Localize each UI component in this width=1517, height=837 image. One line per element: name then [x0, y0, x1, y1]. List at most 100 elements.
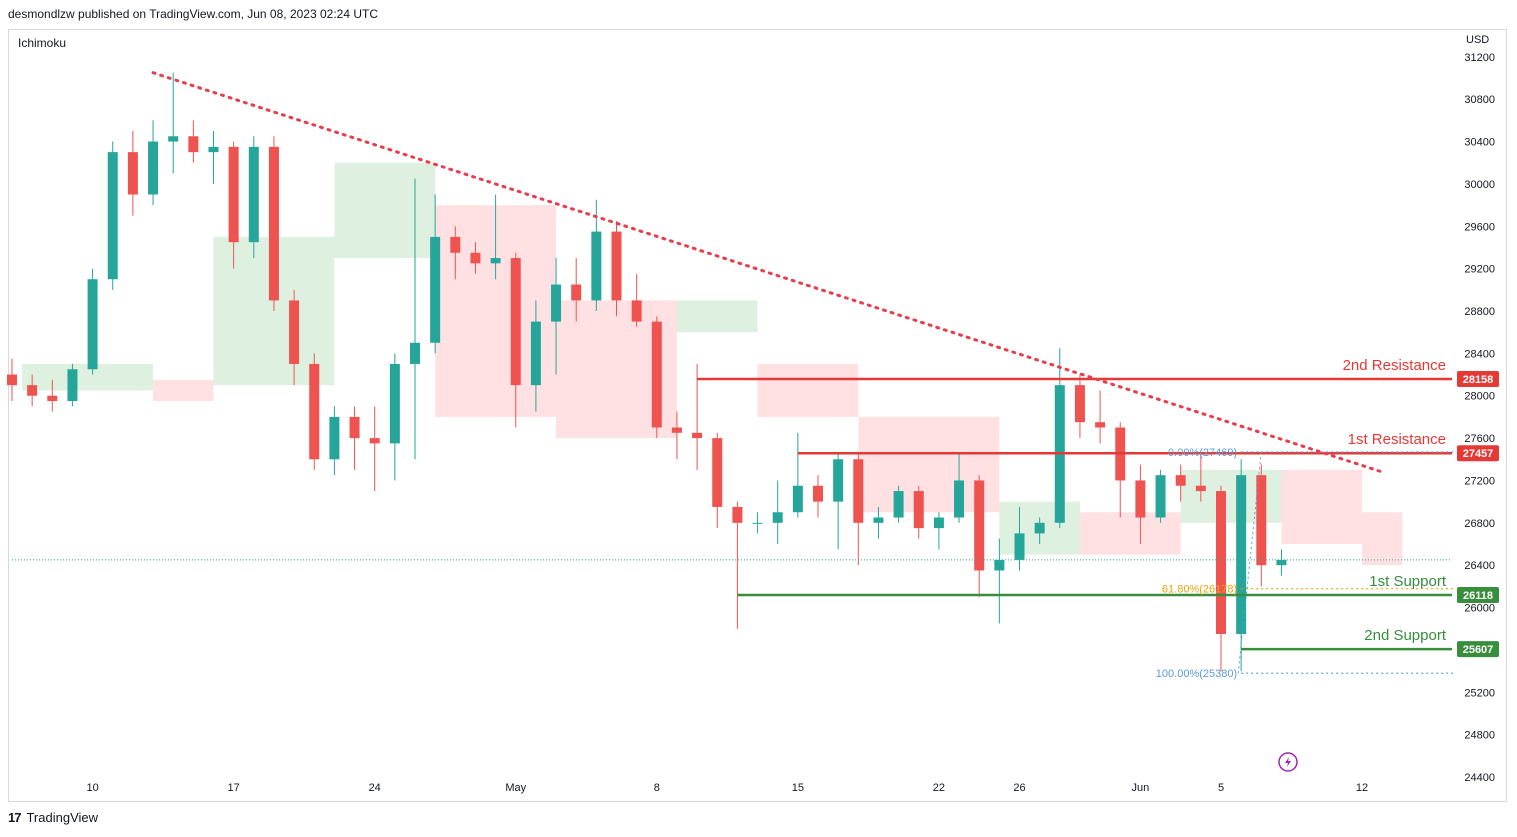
indicator-label[interactable]: Ichimoku [18, 36, 67, 50]
x-tick-label: 5 [1218, 782, 1224, 794]
x-tick-label: 10 [86, 782, 98, 794]
price-box [1457, 445, 1499, 462]
price-box-label: 25607 [1463, 644, 1494, 656]
price-box [1457, 641, 1499, 658]
candle-body [389, 363, 400, 444]
candle-body [349, 416, 360, 439]
candle-body [1074, 385, 1085, 423]
candle-body [1135, 480, 1146, 518]
cloud-segment [334, 162, 436, 259]
tradingview-footer[interactable]: 17 TradingView [8, 810, 98, 825]
candle-body [571, 284, 582, 301]
price-box-label: 26118 [1463, 590, 1493, 602]
y-tick-label: 25200 [1464, 687, 1495, 699]
level-label: 1st Resistance [1348, 431, 1446, 448]
x-tick-label: 17 [228, 782, 240, 794]
candle-body [248, 146, 259, 243]
fib-trend [1237, 451, 1262, 674]
chart-frame [8, 29, 1507, 802]
x-tick-label: 24 [369, 782, 381, 794]
cloud-segment [22, 363, 154, 391]
cloud-segment [1281, 469, 1363, 545]
price-box [1457, 587, 1499, 604]
candle-body [853, 459, 864, 523]
candle-body [671, 427, 682, 433]
candle-body [289, 300, 300, 364]
x-axis: 10 17 24 May 8 15 22 26 Jun 5 12 [86, 782, 1368, 794]
candle-body [168, 136, 179, 142]
candle-body [551, 284, 562, 322]
candle-body [1256, 475, 1267, 566]
level-label: 1st Support [1369, 573, 1447, 590]
candle-body [631, 300, 642, 322]
candle-body [732, 506, 743, 523]
fib-label: 100.00%(25380) [1156, 668, 1237, 680]
cloud-segment [1362, 512, 1403, 566]
y-tick-label: 28000 [1464, 391, 1495, 403]
cloud-segment [1079, 512, 1181, 555]
candle-body [67, 369, 78, 402]
candle-body [833, 459, 844, 502]
candle-body [268, 146, 279, 301]
y-tick-label: 24800 [1464, 730, 1495, 742]
level-label: 2nd Resistance [1343, 357, 1446, 374]
y-tick-label: 24400 [1464, 772, 1495, 784]
price-box-label: 28158 [1463, 374, 1494, 386]
candle-body [1236, 475, 1247, 635]
y-tick-label: 31200 [1464, 52, 1495, 64]
candle-body [873, 517, 884, 523]
candle-body [450, 236, 461, 253]
candle-body [933, 517, 944, 529]
candle-body [430, 236, 441, 343]
fibonacci: 0.00%(27469) 61.80%(26178) 100.00%(25380) [1156, 447, 1456, 680]
y-tick-label: 26400 [1464, 560, 1495, 572]
tradingview-logo-icon: 17 [8, 810, 22, 825]
alert-icon [1278, 752, 1298, 772]
candle-body [591, 231, 602, 301]
cloud-segment [757, 363, 859, 417]
candles [7, 72, 1287, 672]
candle-body [410, 342, 420, 364]
x-tick-label: 8 [654, 782, 660, 794]
y-tick-label: 30000 [1464, 179, 1495, 191]
candle-body [7, 374, 17, 386]
fib-label: 61.80%(26178) [1162, 584, 1237, 596]
candle-body [490, 258, 501, 264]
y-tick-label: 30800 [1464, 94, 1495, 106]
candle-body [893, 491, 904, 518]
candle-body [107, 152, 118, 280]
x-tick-label: 22 [933, 782, 945, 794]
x-tick-label: 12 [1356, 782, 1368, 794]
candle-body [27, 385, 38, 396]
candle-body [954, 480, 965, 518]
candle-body [47, 395, 58, 402]
fib-label: 0.00%(27469) [1168, 447, 1237, 459]
x-tick-label: 15 [792, 782, 804, 794]
candle-body [1175, 475, 1186, 486]
candle-body [510, 258, 521, 386]
y-tick-label: 28800 [1464, 306, 1495, 318]
x-tick-label: May [505, 782, 526, 794]
y-axis: 31200 30800 30400 30000 29600 29200 28800 28400… [1464, 52, 1495, 784]
y-tick-label: 26800 [1464, 518, 1495, 530]
cloud-segment [1180, 469, 1282, 523]
candle-body [148, 141, 159, 195]
publish-info: desmondlzw published on TradingView.com,… [8, 7, 379, 21]
candle-body [87, 279, 98, 370]
levels: 2nd Resistance 1st Resistance 1st Support 2… [697, 357, 1452, 651]
candle-body [309, 363, 320, 460]
candle-body [1195, 485, 1206, 492]
candle-body [813, 485, 823, 502]
candle-body [208, 146, 219, 153]
price-box-layer: 28158 27457 26118 25607 [1457, 370, 1499, 658]
candle-body [913, 491, 924, 529]
brand-label: TradingView [26, 810, 99, 825]
candle-body [611, 231, 622, 301]
candle-body [228, 146, 239, 243]
y-tick-label: 29600 [1464, 221, 1495, 233]
candle-body [792, 485, 803, 513]
price-box-label: 27457 [1463, 448, 1494, 460]
level-label: 2nd Support [1364, 627, 1447, 644]
y-tick-label: 28400 [1464, 348, 1495, 360]
